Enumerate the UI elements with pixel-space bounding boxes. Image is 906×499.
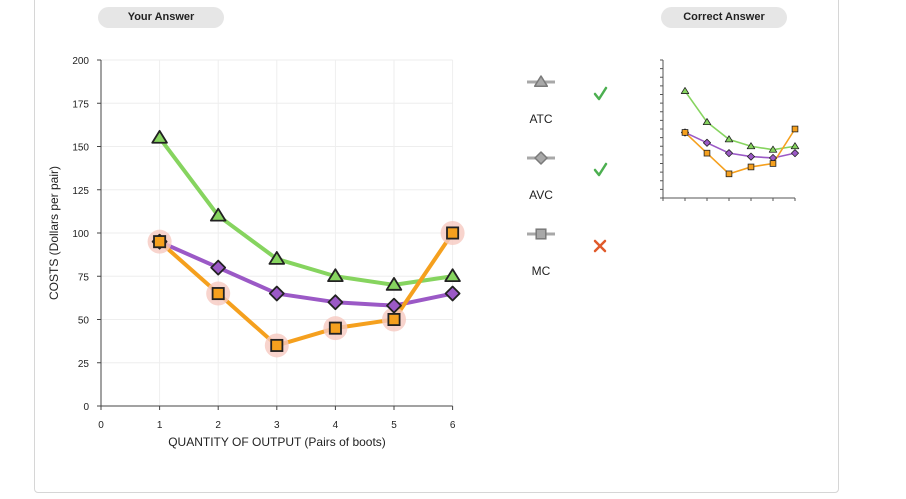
x-tick-label: 4	[333, 420, 339, 431]
correct-answer-label: Correct Answer	[661, 7, 787, 28]
mini-point-mc	[681, 129, 689, 136]
mini-line-mc	[684, 128, 796, 175]
point-mc	[387, 312, 401, 326]
point-avc	[210, 259, 227, 276]
y-tick-label: 75	[78, 272, 90, 283]
point-atc	[385, 276, 403, 291]
mini-point-atc	[768, 145, 778, 153]
mini-point-mc	[769, 160, 777, 167]
check-icon	[593, 162, 608, 177]
point-atc	[444, 268, 461, 283]
mini-point-atc	[702, 118, 712, 126]
plot-series	[147, 129, 465, 358]
mini-point-atc	[746, 142, 756, 150]
x-axis-label: QUANTITY OF OUTPUT (Pairs of boots)	[168, 435, 386, 449]
mini-point-atc	[680, 87, 690, 94]
correct-answer-chart	[660, 59, 800, 201]
point-avc	[268, 285, 285, 302]
point-avc	[327, 294, 344, 311]
line-atc	[157, 135, 455, 287]
x-icon-stroke	[593, 239, 607, 253]
mini-point-atc	[724, 135, 734, 143]
y-tick-label: 100	[72, 229, 89, 240]
y-tick-label: 175	[72, 99, 89, 110]
axes: 0 25 50 75 100 125 150 175 200 0 1 2 3 4 5 6	[72, 56, 456, 431]
x-tick-label: 3	[274, 420, 280, 431]
point-avc	[444, 285, 461, 302]
y-tick-label: 50	[78, 316, 90, 327]
point-mc	[328, 321, 342, 335]
point-atc	[209, 207, 227, 222]
your-answer-label: Your Answer	[98, 7, 224, 28]
point-atc	[327, 268, 344, 283]
y-tick-label: 150	[72, 143, 89, 154]
legend: ATC AVC MC	[527, 75, 608, 278]
legend-marker-avc	[534, 151, 548, 165]
legend-label-mc: MC	[532, 264, 551, 278]
mini-point-avc	[791, 149, 799, 158]
legend-label-atc: ATC	[529, 112, 552, 126]
mini-line-atc	[684, 90, 796, 151]
point-mc	[270, 338, 284, 352]
mini-point-avc	[747, 152, 755, 161]
x-tick-label: 1	[157, 420, 163, 431]
point-mc	[446, 226, 460, 240]
mini-point-avc	[725, 149, 733, 158]
legend-label-avc: AVC	[529, 188, 553, 202]
point-mc	[211, 287, 225, 301]
point-avc	[386, 297, 402, 314]
x-tick-label: 2	[215, 420, 221, 431]
y-tick-label: 25	[78, 359, 90, 370]
y-axis-label: COSTS (Dollars per pair)	[47, 166, 61, 300]
point-atc	[151, 129, 168, 144]
mini-point-mc	[725, 170, 733, 178]
point-mc	[153, 235, 167, 249]
line-mc	[157, 231, 455, 348]
mini-point-mc	[791, 125, 799, 133]
check-icon	[593, 86, 608, 101]
mini-point-mc	[703, 149, 711, 157]
mini-point-atc	[790, 142, 800, 150]
mini-point-mc	[747, 163, 755, 171]
x-tick-label: 5	[391, 420, 397, 431]
y-tick-label: 0	[83, 402, 89, 413]
x-tick-label: 6	[450, 420, 456, 431]
mini-point-avc	[703, 138, 711, 147]
x-tick-label: 0	[98, 420, 104, 431]
y-tick-label: 125	[72, 186, 89, 197]
legend-marker-atc	[533, 75, 549, 87]
point-atc	[268, 251, 286, 265]
legend-marker-mc	[535, 228, 547, 240]
y-tick-label: 200	[72, 56, 89, 67]
x-icon	[593, 239, 607, 253]
